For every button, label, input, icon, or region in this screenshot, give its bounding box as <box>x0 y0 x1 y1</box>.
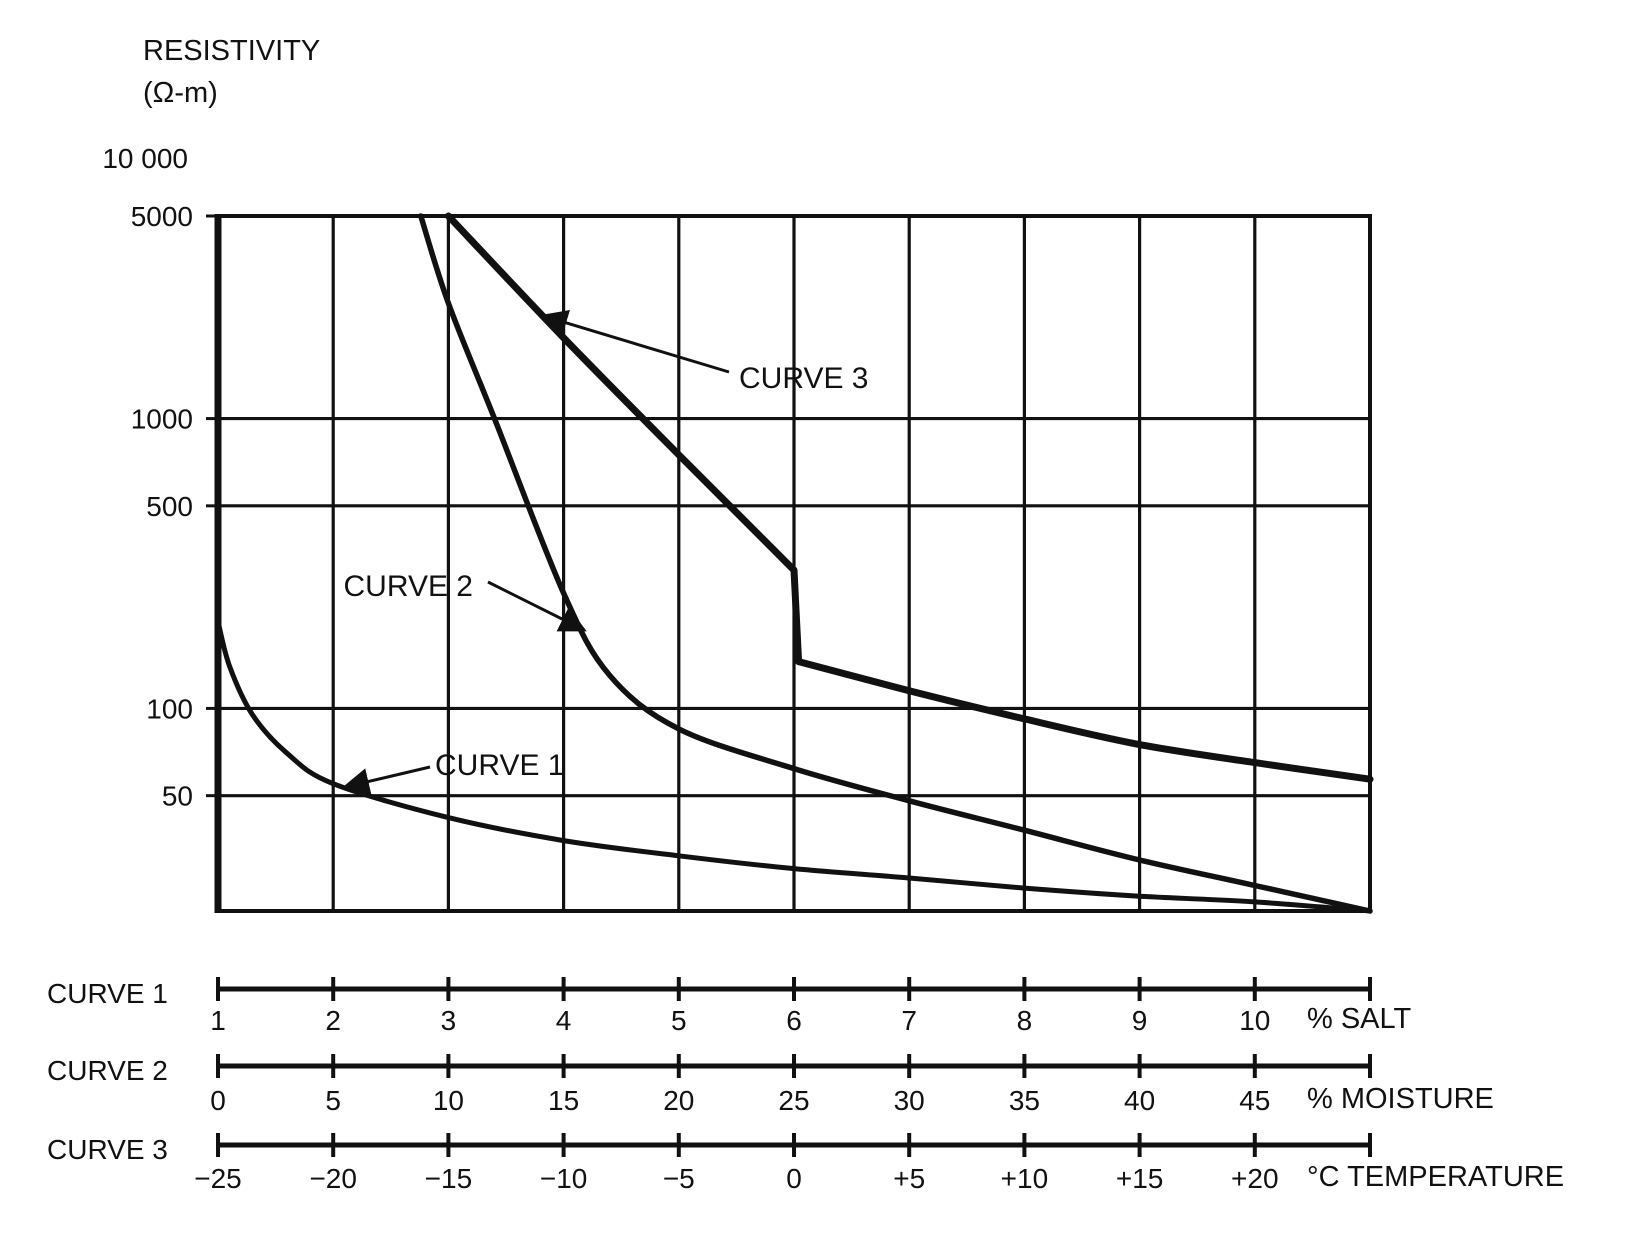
y-tick-label: 5000 <box>131 201 193 232</box>
x-tick-label: 20 <box>663 1085 694 1116</box>
annotation-arrow-curve-1 <box>342 765 431 795</box>
curve-annotations: CURVE 3 CURVE 2 CURVE 1 <box>342 309 869 795</box>
x-tick-label: −15 <box>425 1163 473 1194</box>
annotation-curve-3: CURVE 3 <box>739 362 869 395</box>
series-line-curve-2 <box>418 213 1373 914</box>
annotation-curve-1: CURVE 1 <box>435 749 565 782</box>
x-tick-label: +15 <box>1116 1163 1164 1194</box>
y-tick-label: 500 <box>146 491 193 522</box>
x-tick-label: 45 <box>1239 1085 1270 1116</box>
y-tick-label: 100 <box>146 693 193 724</box>
y-tick-label: 1000 <box>131 404 193 435</box>
annotation-arrow-curve-3 <box>540 309 730 374</box>
y-tick-label: 50 <box>162 781 193 812</box>
x-tick-label: 2 <box>325 1005 341 1036</box>
annotation-curve-2: CURVE 2 <box>344 570 474 603</box>
x-scale-name: CURVE 3 <box>47 1134 168 1165</box>
x-tick-label: 0 <box>786 1163 802 1194</box>
x-tick-label: 30 <box>894 1085 925 1116</box>
x-tick-label: 9 <box>1132 1005 1148 1036</box>
series-line-curve-3 <box>444 212 1374 783</box>
y-axis-label-line2: (Ω-m) <box>143 77 218 109</box>
x-tick-label: 7 <box>901 1005 917 1036</box>
x-scale-name: CURVE 2 <box>47 1055 168 1086</box>
x-tick-label: 8 <box>1017 1005 1033 1036</box>
x-tick-label: +5 <box>893 1163 925 1194</box>
x-scale-curve-3: CURVE 3 −25 −20 −15 −10 −5 0 +5 +10 +15 +20 °C TEMP… <box>47 1133 1564 1194</box>
x-tick-label: 25 <box>778 1085 809 1116</box>
x-tick-label: −10 <box>540 1163 588 1194</box>
x-tick-label: 35 <box>1009 1085 1040 1116</box>
y-tick-label: 10 000 <box>102 143 188 174</box>
grid <box>218 216 1370 911</box>
x-tick-label: 0 <box>210 1085 226 1116</box>
annotation-arrow-curve-2 <box>487 580 587 632</box>
x-tick-label: 5 <box>671 1005 687 1036</box>
x-tick-label: −25 <box>194 1163 242 1194</box>
x-tick-label: 6 <box>786 1005 802 1036</box>
x-tick-label: 40 <box>1124 1085 1155 1116</box>
x-tick-label: 4 <box>556 1005 572 1036</box>
x-tick-label: −20 <box>309 1163 357 1194</box>
x-scale-unit: % MOISTURE <box>1307 1083 1494 1115</box>
x-tick-label: +10 <box>1001 1163 1049 1194</box>
x-tick-label: 3 <box>441 1005 457 1036</box>
x-scale-curve-1: CURVE 1 1 2 3 4 5 6 7 8 9 10 % SALT <box>47 977 1412 1036</box>
y-axis-ticks: 10 000 5000 1000 500 100 50 <box>102 143 218 812</box>
x-tick-label: 5 <box>325 1085 341 1116</box>
x-tick-label: 1 <box>210 1005 226 1036</box>
x-tick-label: +20 <box>1231 1163 1279 1194</box>
x-tick-label: 15 <box>548 1085 579 1116</box>
y-axis-label-line1: RESISTIVITY <box>143 35 320 67</box>
x-tick-label: 10 <box>1239 1005 1270 1036</box>
x-scale-unit: °C TEMPERATURE <box>1307 1161 1564 1193</box>
x-tick-label: −5 <box>663 1163 695 1194</box>
series-lines <box>215 212 1374 914</box>
x-scale-name: CURVE 1 <box>47 978 168 1009</box>
x-scale-unit: % SALT <box>1307 1003 1412 1035</box>
x-scale-curve-2: CURVE 2 0 5 10 15 20 25 30 35 40 45 % MOISTURE <box>47 1054 1494 1116</box>
series-line-curve-1 <box>215 618 1373 914</box>
x-tick-label: 10 <box>433 1085 464 1116</box>
